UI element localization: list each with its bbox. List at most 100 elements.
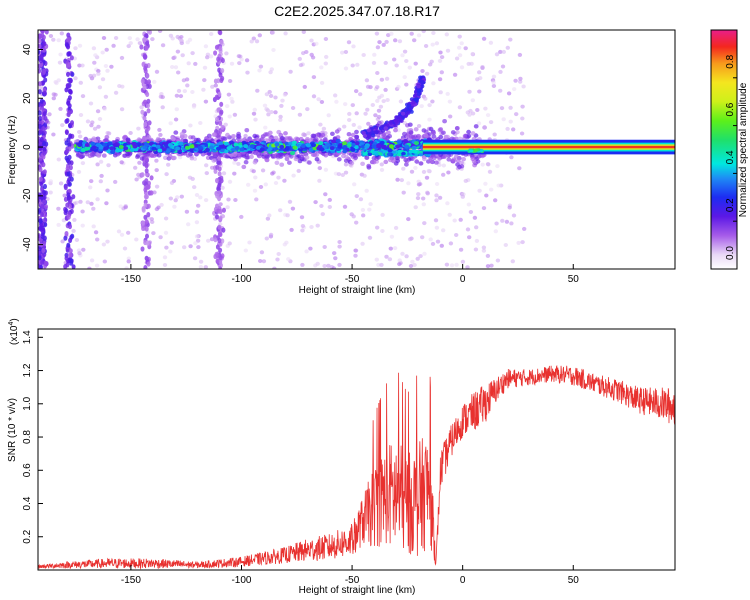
heatmap-cell — [211, 158, 217, 163]
heatmap-cell — [144, 226, 149, 232]
heatmap-cell — [123, 146, 129, 151]
heatmap-cell — [289, 154, 294, 159]
heatmap-cell — [88, 101, 94, 106]
heatmap-cell — [205, 55, 210, 60]
heatmap-cell — [63, 264, 68, 269]
heatmap-cell — [104, 134, 110, 140]
heatmap-cell — [420, 69, 425, 73]
heatmap-cell — [322, 264, 327, 268]
heatmap-cell — [48, 190, 53, 195]
heatmap-cell — [88, 185, 93, 190]
heatmap-cell — [114, 142, 120, 147]
heatmap-cell — [350, 142, 356, 147]
heatmap-cell — [290, 206, 296, 211]
heatmap-cell — [77, 63, 82, 68]
heatmap-cell — [463, 46, 468, 51]
heatmap-cell — [402, 131, 407, 137]
heatmap-cell — [68, 252, 72, 258]
heatmap-cell — [194, 220, 200, 225]
heatmap-cell — [354, 129, 359, 135]
heatmap-cell — [346, 132, 352, 137]
heatmap-cell — [44, 141, 49, 147]
heatmap-cell — [38, 193, 42, 199]
heatmap-cell — [220, 124, 225, 130]
heatmap-cell — [189, 156, 194, 161]
heatmap-cell — [234, 146, 240, 150]
heatmap-cell — [201, 87, 206, 92]
heatmap-cell — [457, 53, 463, 58]
heatmap-cell — [100, 50, 105, 55]
heatmap-cell — [394, 63, 399, 68]
heatmap-cell — [211, 132, 217, 137]
heatmap-cell — [284, 136, 289, 141]
heatmap-cell — [237, 61, 242, 66]
heatmap-cell — [203, 44, 209, 49]
heatmap-cell — [266, 112, 271, 117]
heatmap-cell — [38, 145, 43, 151]
heatmap-cell — [334, 129, 340, 134]
heatmap-cell — [264, 107, 269, 112]
heatmap-cell — [251, 111, 257, 116]
heatmap-cell — [438, 50, 443, 55]
heatmap-cell — [160, 43, 166, 48]
heatmap-cell — [100, 77, 106, 82]
heatmap-cell — [351, 122, 356, 127]
heatmap-cell — [347, 111, 352, 116]
heatmap-cell — [438, 134, 444, 140]
heatmap-cell — [105, 188, 110, 193]
heatmap-cell — [332, 251, 337, 256]
heatmap-cell — [64, 129, 69, 135]
heatmap-cell — [77, 130, 82, 134]
heatmap-cell — [504, 219, 510, 224]
heatmap-cell — [206, 238, 211, 243]
heatmap-cell — [160, 105, 165, 110]
heatmap-cell — [87, 153, 93, 159]
heatmap-cell — [226, 146, 232, 151]
heatmap-cell — [215, 258, 220, 264]
heatmap-cell — [470, 131, 476, 136]
heatmap-cell — [67, 62, 72, 68]
heatmap-cell — [444, 32, 449, 37]
heatmap-cell — [128, 131, 133, 135]
heatmap-cell — [282, 178, 287, 183]
heatmap-cell — [185, 153, 191, 158]
heatmap-cell — [305, 136, 310, 142]
heatmap-cell — [192, 185, 197, 190]
heatmap-cell — [319, 65, 324, 70]
heatmap-cell — [445, 91, 450, 96]
heatmap-cell — [516, 240, 521, 245]
heatmap-cell — [325, 142, 331, 147]
heatmap-cell — [91, 145, 97, 150]
heatmap-cell — [342, 204, 348, 209]
heatmap-cell — [357, 125, 362, 130]
heatmap-cell — [312, 146, 318, 151]
heatmap-cell — [39, 264, 43, 269]
heatmap-cell — [136, 126, 141, 131]
heatmap-cell — [162, 255, 168, 260]
heatmap-cell — [56, 157, 61, 162]
heatmap-cell — [146, 184, 151, 190]
heatmap-cell — [377, 40, 382, 45]
heatmap-cell — [93, 230, 99, 235]
heatmap-cell — [66, 51, 71, 57]
heatmap-cell — [123, 205, 128, 210]
heatmap-cell — [64, 255, 69, 261]
heatmap-cell — [102, 259, 108, 264]
heatmap-cell — [145, 233, 149, 239]
heatmap-cell — [57, 60, 63, 65]
heatmap-cell — [489, 263, 494, 268]
heatmap-cell — [282, 92, 288, 97]
heatmap-cell — [65, 42, 70, 48]
heatmap-cell — [323, 61, 328, 66]
heatmap-cell — [174, 107, 179, 112]
heatmap-cell — [42, 169, 47, 175]
heatmap-cell — [239, 214, 244, 219]
heatmap-cell — [470, 98, 475, 103]
heatmap-cell — [477, 188, 482, 193]
heatmap-cell — [158, 235, 163, 240]
heatmap-cell — [179, 35, 184, 39]
heatmap-cell — [336, 157, 342, 162]
heatmap-cell — [218, 30, 223, 36]
heatmap-cell — [335, 138, 341, 143]
heatmap-cell — [422, 156, 427, 162]
